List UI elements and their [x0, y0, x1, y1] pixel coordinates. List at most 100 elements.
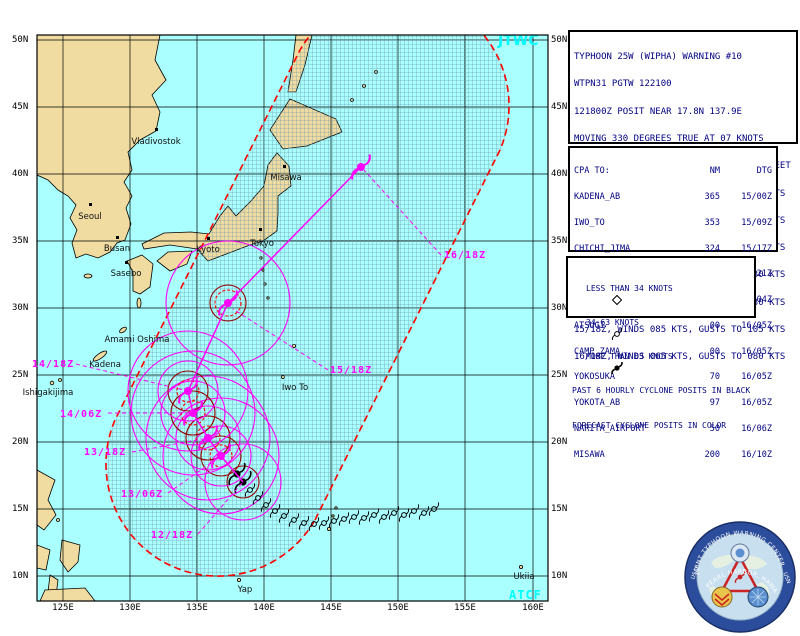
city-label: Vladivostok — [131, 137, 180, 147]
lat-tick: 15N — [12, 504, 29, 514]
cpa-row: YOKOSUKA 70 16/05Z — [574, 372, 772, 383]
land-luzon — [37, 469, 57, 531]
cpa-row: CHICHI_JIMA 324 15/17Z — [574, 243, 772, 254]
warning-line: MOVING 330 DEGREES TRUE AT 07 KNOTS — [574, 134, 764, 145]
warning-line: 121800Z POSIT NEAR 17.8N 137.9E — [574, 106, 742, 117]
jtwc-seal: JOINT TYPHOON WARNING CENTER PEARL HARBO… — [682, 515, 797, 634]
city-label: Misawa — [270, 173, 302, 183]
lat-tick: 10N — [12, 571, 29, 581]
lon-tick: 160E — [522, 603, 544, 613]
lat-tick: 30N — [551, 303, 568, 313]
legend-note: FORECAST CYCLONE POSITS IN COLOR — [572, 420, 727, 430]
warning-line: 15/18Z, WINDS 085 KTS, GUSTS TO 105 KTS — [574, 325, 786, 335]
land-ukiia — [519, 565, 524, 570]
posit-time-label: 13/18Z — [84, 447, 127, 458]
cpa-row: IWO_TO 353 15/09Z — [574, 217, 772, 228]
city-label: Busan — [104, 244, 130, 254]
land-samar — [59, 539, 81, 573]
lon-tick: 145E — [320, 603, 342, 613]
city-label: Amami Oshima — [104, 335, 169, 345]
posit-time-label: 14/18Z — [32, 359, 75, 370]
land-shikoku — [156, 250, 193, 272]
legend-item: LESS THAN 34 KNOTS — [572, 283, 750, 306]
lon-tick: 125E — [52, 603, 74, 613]
cpa-row: NARITA_AIRPORT 50 16/06Z — [574, 424, 772, 434]
lat-tick: 25N — [12, 370, 29, 380]
lon-tick: 150E — [387, 603, 409, 613]
city-label: Kyoto — [196, 245, 220, 255]
legend-item: MORE THAN 63 KNOTS — [572, 351, 750, 375]
land-ishigaki — [49, 380, 55, 386]
city-label: Kadena — [89, 360, 121, 370]
cpa-row: MISAWA 200 16/10Z — [574, 449, 772, 460]
warning-line: WTPN31 PGTW 122100 — [574, 79, 672, 90]
lat-tick: 10N — [551, 571, 568, 581]
legend-item: 34-63 KNOTS — [572, 317, 750, 341]
seal-usaf-text: USAF — [690, 565, 701, 581]
city-label: Sasebo — [111, 269, 142, 279]
seal-typhoon-mark — [734, 570, 746, 584]
land-amami — [119, 326, 127, 334]
cpa-row: ATSUGI 00 16/05Z — [574, 320, 772, 331]
legend-box: LESS THAN 34 KNOTS 34-63 KNOTS MORE THAN… — [566, 256, 756, 430]
city-label: Ishigakijima — [23, 388, 74, 398]
lat-tick: 25N — [551, 370, 568, 380]
seal-shield-left — [711, 586, 733, 608]
lat-tick: 50N — [12, 35, 29, 45]
warning-line: 16/18Z, WINDS 065 KTS, GUSTS TO 080 KTS — [574, 352, 786, 363]
posit-time-label: 15/18Z — [330, 365, 373, 376]
cpa-table-box: CPA TO: NM DTG KADENA_AB 365 15/00Z IWO_TO… — [568, 146, 778, 459]
lat-tick: 20N — [551, 437, 568, 447]
city-label: Ukiia — [513, 572, 534, 582]
open-diamond-icon — [572, 283, 622, 306]
land-tanegashima — [136, 297, 142, 309]
city-label: Seoul — [78, 212, 102, 222]
warning-text-box: TYPHOON 25W (WIPHA) WARNING #10 WTPN31 P… — [568, 30, 798, 362]
lon-tick: 135E — [186, 603, 208, 613]
lat-tick: 50N — [551, 35, 568, 45]
lat-tick: 30N — [12, 303, 29, 313]
lon-tick: 155E — [454, 603, 476, 613]
typhoon-icon — [572, 351, 623, 375]
lat-tick: 20N — [12, 437, 29, 447]
land-mindanao — [39, 587, 96, 601]
city-label: Iwo To — [282, 383, 308, 393]
cpa-row: CAMP_ZAMA 00 16/05Z — [574, 346, 772, 357]
land-visayas — [37, 544, 51, 571]
land-jeju — [83, 273, 93, 279]
lon-tick: 130E — [119, 603, 141, 613]
cpa-row: YOKOTA_AB 97 16/05Z — [574, 398, 772, 409]
map-frame — [36, 34, 549, 602]
city-labels: Vladivostok Seoul Busan Sasebo Misawa Ky… — [23, 128, 535, 595]
lon-tick: 140E — [253, 603, 275, 613]
posit-time-label: 13/06Z — [121, 489, 164, 500]
lat-tick: 45N — [551, 102, 568, 112]
land-miyako — [58, 378, 62, 382]
land-asia-korea — [37, 35, 167, 259]
tropical-storm-icon — [572, 317, 622, 341]
lat-tick: 35N — [12, 236, 29, 246]
land-okinawa — [92, 350, 108, 362]
jtwc-watermark: JTWC — [497, 33, 538, 49]
lat-tick: 35N — [551, 236, 568, 246]
posit-time-label: 12/18Z — [151, 530, 194, 541]
posit-time-label: 16/18Z — [444, 250, 487, 261]
cpa-header: CPA TO: NM DTG — [574, 166, 772, 177]
lat-tick: 40N — [551, 169, 568, 179]
cpa-row: KADENA_AB 365 15/00Z — [574, 191, 772, 202]
city-label: Tokyo — [249, 239, 274, 249]
seal-usn-text: USN — [782, 572, 792, 585]
lat-tick: 40N — [12, 169, 29, 179]
lat-tick: 45N — [12, 102, 29, 112]
city-label: Yap — [237, 585, 253, 595]
atcf-watermark: ATCF — [509, 588, 542, 602]
legend-note: PAST 6 HOURLY CYCLONE POSITS IN BLACK — [572, 386, 751, 396]
posit-time-label: 14/06Z — [60, 409, 103, 420]
land-yap — [236, 578, 241, 583]
lat-tick: 15N — [551, 504, 568, 514]
time-label-leaders — [75, 169, 442, 535]
warning-line: TYPHOON 25W (WIPHA) WARNING #10 — [574, 52, 742, 63]
seal-triangle — [719, 554, 761, 593]
